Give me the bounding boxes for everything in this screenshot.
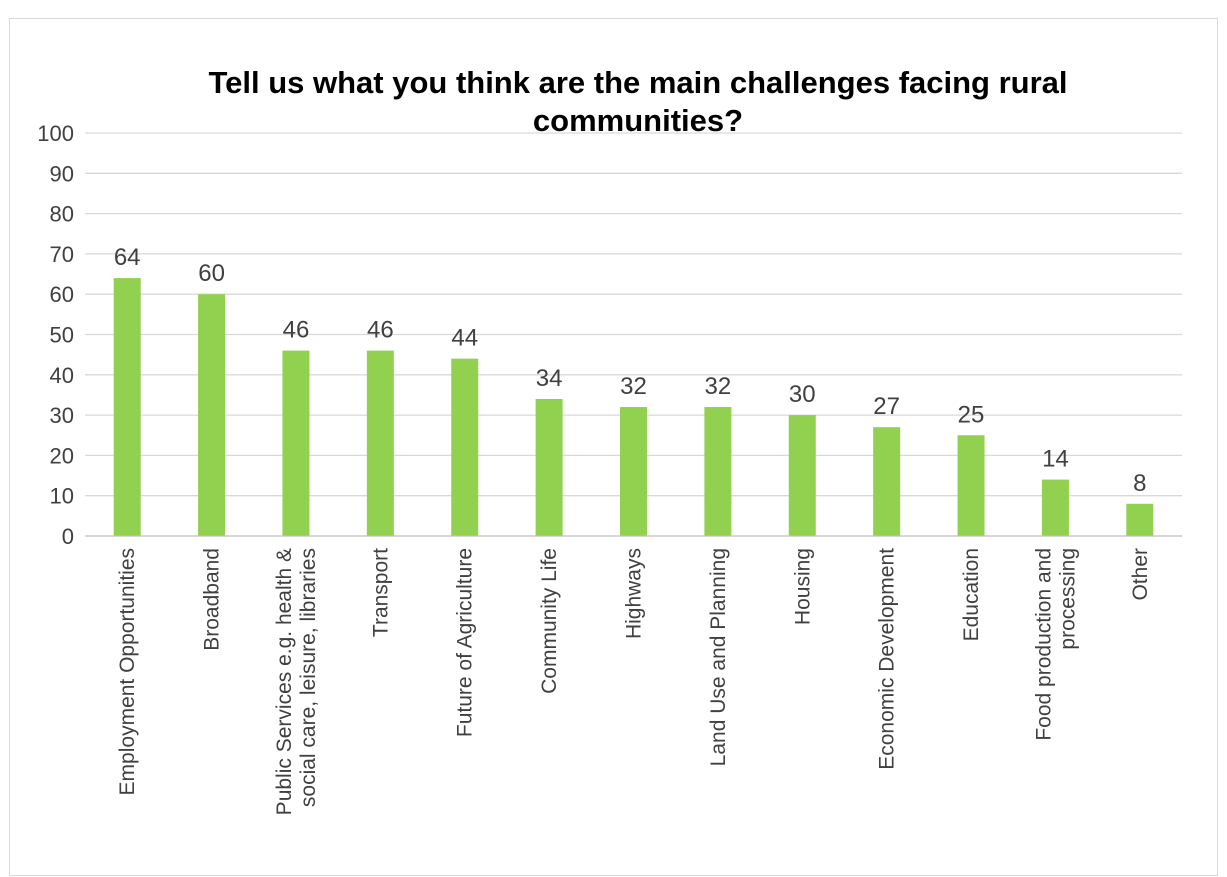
category-label-line: processing — [1056, 548, 1079, 650]
y-tick-label: 80 — [50, 202, 74, 227]
category-label: Community Life — [538, 548, 561, 694]
data-label: 34 — [536, 365, 563, 392]
bar — [198, 294, 226, 536]
y-tick-label: 40 — [50, 363, 74, 388]
data-label: 30 — [789, 381, 816, 408]
data-label: 14 — [1042, 446, 1069, 473]
category-label: Other — [1129, 548, 1152, 601]
category-labels: Employment Opportunities Broadband Public … — [116, 548, 1152, 815]
data-label: 32 — [620, 373, 647, 400]
y-tick-label: 30 — [50, 403, 74, 428]
category-label-line: Public Services e.g. health & — [273, 548, 296, 815]
chart-frame — [9, 18, 1218, 876]
category-label-line: Broadband — [201, 548, 224, 651]
data-labels: 64 60 46 46 44 34 32 32 30 27 25 14 8 — [114, 244, 1147, 497]
data-label: 27 — [873, 393, 900, 420]
bar — [282, 350, 310, 536]
data-label: 32 — [705, 373, 732, 400]
chart-title: Tell us what you think are the main chal… — [208, 65, 1067, 138]
category-label-line: social care, leisure, libraries — [297, 548, 320, 807]
category-label: Land Use and Planning — [707, 548, 730, 766]
chart-title-line: Tell us what you think are the main chal… — [208, 65, 1067, 100]
category-label: Public Services e.g. health &social care… — [273, 548, 320, 815]
category-label-line: Food production and — [1032, 548, 1055, 741]
bar — [1041, 479, 1069, 536]
y-tick-label: 10 — [50, 484, 74, 509]
category-label-line: Highways — [623, 548, 646, 639]
y-tick-label: 60 — [50, 282, 74, 307]
data-label: 64 — [114, 244, 141, 271]
bar — [873, 427, 901, 536]
category-label: Food production andprocessing — [1032, 548, 1079, 741]
y-tick-label: 100 — [37, 121, 74, 146]
bar — [451, 358, 479, 536]
y-tick-label: 50 — [50, 323, 74, 348]
data-label: 46 — [283, 317, 310, 344]
y-tick-label: 90 — [50, 161, 74, 186]
bar — [366, 350, 394, 536]
y-tick-label: 20 — [50, 443, 74, 468]
category-label-line: Other — [1129, 548, 1152, 601]
y-axis-ticks: 0 10 20 30 40 50 60 70 80 90 100 — [37, 121, 74, 549]
data-label: 25 — [958, 401, 985, 428]
category-label: Education — [960, 548, 983, 641]
y-tick-label: 70 — [50, 242, 74, 267]
data-label: 46 — [367, 317, 394, 344]
category-label-line: Future of Agriculture — [454, 548, 477, 737]
bar — [1126, 503, 1154, 536]
category-label-line: Employment Opportunities — [116, 548, 139, 795]
category-label: Broadband — [201, 548, 224, 651]
bar — [113, 278, 141, 536]
category-label-line: Housing — [791, 548, 814, 625]
category-label: Housing — [791, 548, 814, 625]
bar — [704, 407, 732, 536]
category-label: Employment Opportunities — [116, 548, 139, 795]
category-label: Future of Agriculture — [454, 548, 477, 737]
category-label-line: Community Life — [538, 548, 561, 694]
category-label: Transport — [369, 548, 392, 637]
category-label-line: Education — [960, 548, 983, 641]
bar — [620, 407, 647, 536]
bars — [113, 278, 1154, 536]
chart-title-line: communities? — [533, 103, 743, 138]
data-label: 44 — [451, 325, 478, 352]
gridlines — [85, 132, 1182, 497]
category-label-line: Land Use and Planning — [707, 548, 730, 766]
data-label: 60 — [198, 260, 225, 287]
y-tick-label: 0 — [62, 524, 74, 549]
category-label-line: Economic Development — [876, 548, 899, 770]
bar — [957, 435, 985, 536]
bar — [535, 398, 563, 536]
bar — [788, 415, 816, 536]
category-label-line: Transport — [369, 548, 392, 637]
category-label: Highways — [623, 548, 646, 639]
category-label: Economic Development — [876, 548, 899, 770]
data-label: 8 — [1133, 470, 1146, 497]
